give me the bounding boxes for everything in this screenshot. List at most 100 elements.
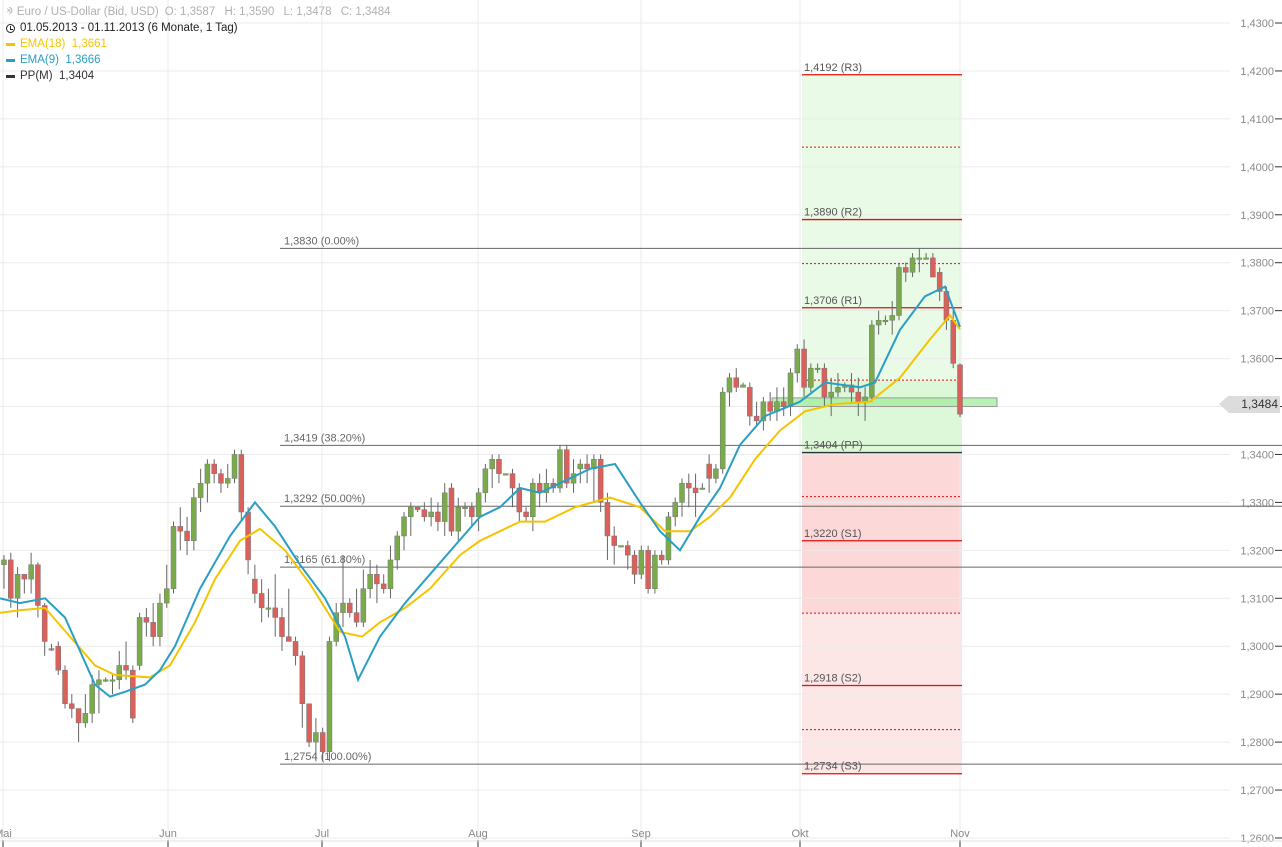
candle: [631, 554, 638, 575]
candle: [116, 665, 123, 681]
candle: [265, 607, 272, 610]
candle: [28, 564, 34, 580]
candle: [564, 449, 570, 484]
y-tick-label: 1,4100: [1240, 114, 1274, 126]
candle: [272, 607, 278, 618]
candle: [62, 669, 68, 704]
candle: [828, 391, 834, 398]
candle: [740, 384, 746, 388]
candle: [875, 319, 882, 326]
legend-pp[interactable]: PP(M) 1,3404: [6, 68, 391, 84]
candle: [482, 468, 489, 494]
candle: [157, 602, 163, 637]
candle: [930, 257, 936, 278]
y-tick-label: 1,2700: [1240, 785, 1274, 797]
candle: [672, 502, 678, 518]
ema18-value: 1,3661: [71, 38, 107, 50]
candle: [319, 732, 326, 752]
y-tick-label: 1,3000: [1240, 641, 1274, 653]
candle: [136, 617, 143, 666]
legend-ema9[interactable]: EMA(9) 1,3666: [6, 52, 391, 68]
candle: [55, 645, 61, 671]
candle: [679, 482, 685, 503]
candle: [367, 574, 373, 589]
candle: [238, 454, 245, 513]
candle: [686, 482, 692, 489]
candle: [163, 588, 170, 604]
x-tick-label: Aug: [468, 828, 488, 840]
candle: [496, 459, 502, 474]
candle: [394, 535, 400, 561]
candle: [706, 463, 712, 479]
candle: [387, 559, 394, 589]
support-zone: [771, 397, 998, 408]
open-value: O: 1,3587: [164, 6, 216, 18]
candle: [469, 506, 475, 518]
candle: [753, 415, 760, 422]
candle: [184, 530, 190, 542]
pivot-label: 1,3220 (S1): [804, 528, 861, 540]
candle: [747, 387, 753, 417]
candle: [767, 401, 773, 412]
pivot-label: 1,2734 (S3): [804, 761, 861, 773]
candle: [577, 463, 584, 470]
candle: [252, 578, 258, 594]
candle: [760, 401, 767, 422]
candle: [780, 401, 787, 407]
candle: [855, 391, 862, 402]
y-tick-label: 1,3800: [1240, 258, 1274, 270]
candle: [604, 502, 611, 537]
close-value: C: 1,3484: [340, 6, 391, 18]
legend-ema18[interactable]: EMA(18) 1,3661: [6, 36, 391, 52]
x-tick-label: Sep: [631, 828, 651, 840]
pp-value: 1,3404: [58, 70, 95, 82]
candle: [1, 559, 7, 565]
candle: [957, 364, 963, 415]
ema9-value: 1,3666: [65, 54, 101, 66]
x-tick-label: Jul: [315, 828, 329, 840]
candle: [123, 665, 129, 671]
candle: [35, 564, 41, 606]
candle: [8, 559, 14, 599]
candle: [936, 272, 943, 292]
candle: [889, 315, 895, 321]
candle: [170, 526, 177, 589]
candle: [313, 732, 319, 743]
candle: [347, 602, 353, 613]
fib-label: 1,3830 (0.00%): [284, 235, 359, 247]
candle: [286, 636, 292, 642]
y-tick-label: 1,2800: [1240, 737, 1274, 749]
candle: [326, 641, 333, 752]
candle: [102, 679, 109, 682]
candle: [279, 617, 285, 637]
candle: [618, 545, 624, 548]
candle: [380, 583, 387, 589]
candle: [909, 257, 916, 273]
candle: [489, 459, 495, 470]
pivot-label: 1,3404 (PP): [804, 440, 863, 452]
date-range[interactable]: 01.05.2013 - 01.11.2013 (6 Monate, 1 Tag…: [6, 20, 391, 36]
candle: [441, 492, 448, 522]
candle: [360, 588, 367, 623]
candle: [143, 617, 150, 623]
candle: [414, 506, 421, 510]
candle: [109, 679, 116, 682]
candle: [903, 267, 909, 273]
candle: [530, 482, 536, 518]
candle: [509, 473, 516, 489]
fib-label: 1,3165 (61.80%): [284, 554, 365, 566]
candle: [699, 487, 706, 490]
pivot-label: 1,3890 (R2): [804, 207, 862, 219]
candle: [21, 574, 28, 580]
candle: [258, 593, 265, 609]
candle: [652, 554, 658, 589]
candle: [435, 511, 441, 522]
candle: [204, 463, 211, 484]
candle: [794, 348, 801, 374]
y-tick-label: 1,4200: [1240, 66, 1274, 78]
y-tick-label: 1,3300: [1240, 497, 1274, 509]
candle: [597, 459, 604, 503]
candle: [611, 535, 617, 546]
candle: [89, 684, 95, 714]
